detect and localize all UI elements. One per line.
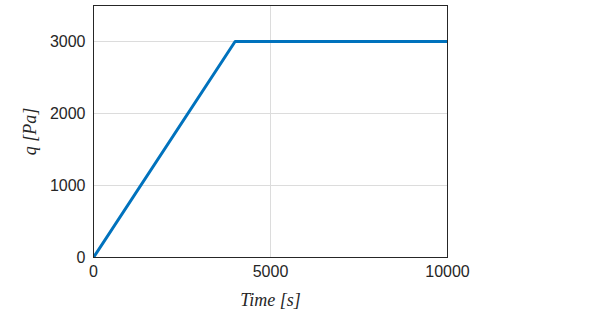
svg-text:0: 0 — [77, 249, 86, 266]
svg-text:q [Pa]: q [Pa] — [20, 108, 40, 156]
svg-text:10000: 10000 — [425, 263, 470, 280]
svg-text:0: 0 — [89, 263, 98, 280]
svg-text:Time [s]: Time [s] — [240, 290, 301, 310]
svg-text:3000: 3000 — [50, 33, 86, 50]
svg-text:2000: 2000 — [50, 105, 86, 122]
svg-text:5000: 5000 — [253, 263, 289, 280]
svg-text:1000: 1000 — [50, 177, 86, 194]
